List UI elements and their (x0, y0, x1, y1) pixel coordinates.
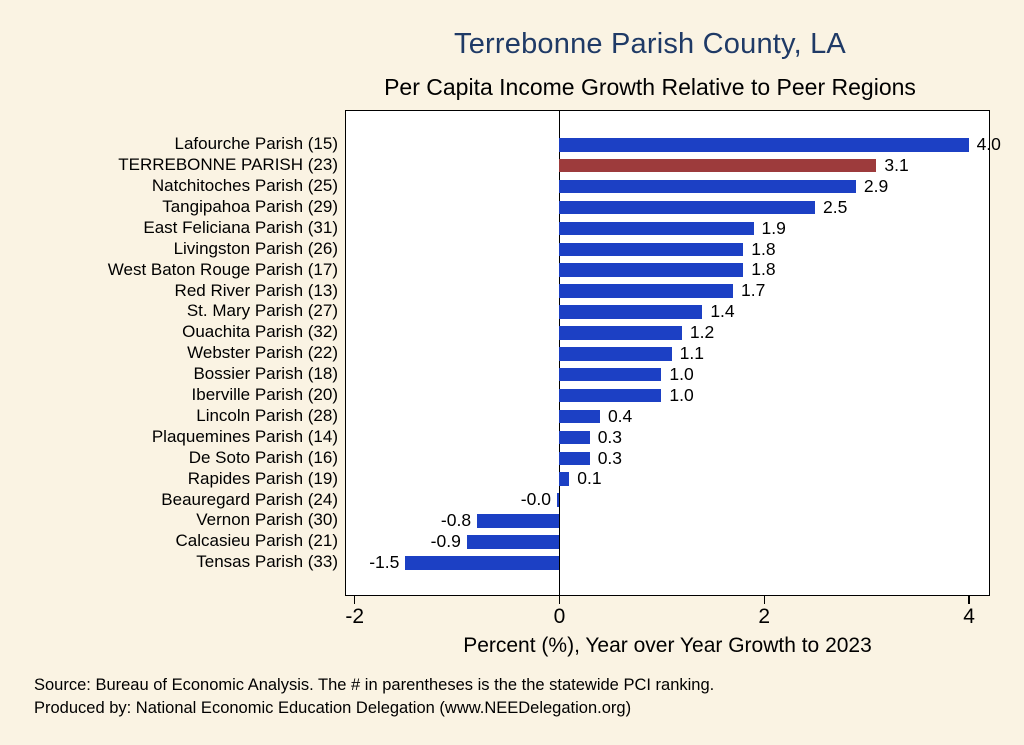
category-label: Plaquemines Parish (14) (151, 426, 338, 446)
value-label: 4.0 (976, 134, 1001, 154)
category-label: Rapides Parish (19) (187, 468, 338, 488)
bar (556, 493, 559, 507)
category-label: St. Mary Parish (27) (186, 301, 338, 321)
value-label: 1.0 (669, 384, 694, 405)
value-label: 0.1 (577, 468, 602, 489)
bar (466, 535, 559, 549)
footer-notes: Source: Bureau of Economic Analysis. The… (34, 674, 714, 719)
category-label: Livingston Parish (26) (173, 238, 338, 258)
value-label: 0.3 (597, 426, 623, 447)
category-label: Vernon Parish (30) (196, 510, 338, 530)
value-label: 1.4 (710, 301, 735, 322)
category-label: TERREBONNE PARISH (23) (118, 155, 338, 175)
value-label: 2.5 (822, 196, 848, 217)
bar (558, 263, 744, 277)
source-note: Source: Bureau of Economic Analysis. The… (34, 676, 715, 694)
category-label: Beauregard Parish (24) (161, 489, 338, 509)
value-label: 1.2 (689, 322, 715, 343)
value-label: -1.5 (369, 552, 400, 572)
value-label: 1.0 (669, 363, 694, 384)
bar (477, 514, 559, 528)
bar-highlight (558, 158, 877, 173)
x-tick-label: 0 (553, 605, 566, 628)
bar (558, 388, 662, 403)
category-label: Red River Parish (13) (174, 280, 338, 300)
bar (558, 430, 590, 445)
category-axis-labels: Lafourche Parish (15) TERREBONNE PARISH (… (0, 0, 338, 745)
value-label: -0.0 (520, 489, 551, 510)
bar (558, 347, 672, 361)
bar (558, 138, 969, 152)
category-label: Natchitoches Parish (25) (151, 176, 338, 196)
plot-area: 4.0 3.1 2.9 2.5 1.9 1.8 1.8 1.7 1.4 1.2 1.1 1.0 1.0 0… (345, 110, 1001, 596)
bar (405, 556, 559, 570)
category-label: Iberville Parish (20) (191, 385, 338, 405)
bar (558, 409, 600, 424)
x-axis-label: Percent (%), Year over Year Growth to 20… (463, 634, 872, 657)
x-tick-mark (763, 596, 766, 604)
x-tick-label: -2 (345, 605, 365, 628)
value-label: 0.3 (597, 447, 623, 468)
bar (558, 200, 815, 215)
bar (558, 451, 590, 465)
x-tick-mark (353, 596, 356, 604)
produced-by-note: Produced by: National Economic Education… (34, 698, 632, 717)
category-label: Webster Parish (22) (187, 343, 338, 363)
chart-subtitle: Per Capita Income Growth Relative to Pee… (384, 74, 916, 100)
bar (558, 305, 703, 319)
value-label: 1.8 (751, 259, 776, 280)
x-tick-label: 2 (758, 605, 771, 628)
bar (558, 284, 734, 298)
bar (558, 472, 570, 486)
value-label: 2.9 (863, 175, 889, 196)
value-label: 1.1 (679, 343, 704, 363)
category-label: Ouachita Parish (32) (182, 322, 338, 342)
value-label: 1.9 (761, 217, 786, 238)
x-tick-mark (558, 596, 561, 604)
x-axis-ticks: -2 0 2 4 (345, 596, 988, 636)
category-label: Lincoln Parish (28) (196, 405, 338, 425)
value-label: -0.8 (440, 510, 472, 531)
bar (558, 367, 662, 382)
chart-title: Terrebonne Parish County, LA (454, 28, 846, 60)
category-label: Bossier Parish (18) (193, 364, 338, 384)
bar (558, 221, 754, 236)
x-tick-mark (968, 596, 970, 604)
x-tick-label: 4 (963, 605, 975, 628)
bar (558, 326, 682, 340)
value-label: -0.9 (430, 531, 461, 552)
bar (558, 179, 856, 194)
bar (558, 242, 744, 256)
value-label: 0.4 (607, 405, 633, 426)
category-label: East Feliciana Parish (31) (143, 217, 338, 237)
value-label: 1.7 (741, 280, 766, 301)
category-label: Tensas Parish (33) (196, 552, 338, 572)
category-label: Tangipahoa Parish (29) (162, 196, 338, 216)
category-label: De Soto Parish (16) (188, 447, 338, 467)
value-label: 3.1 (884, 154, 909, 175)
category-label: Calcasieu Parish (21) (175, 531, 338, 551)
category-label: Lafourche Parish (15) (174, 134, 338, 154)
category-label: West Baton Rouge Parish (17) (107, 259, 338, 279)
value-label: 1.8 (751, 238, 776, 259)
